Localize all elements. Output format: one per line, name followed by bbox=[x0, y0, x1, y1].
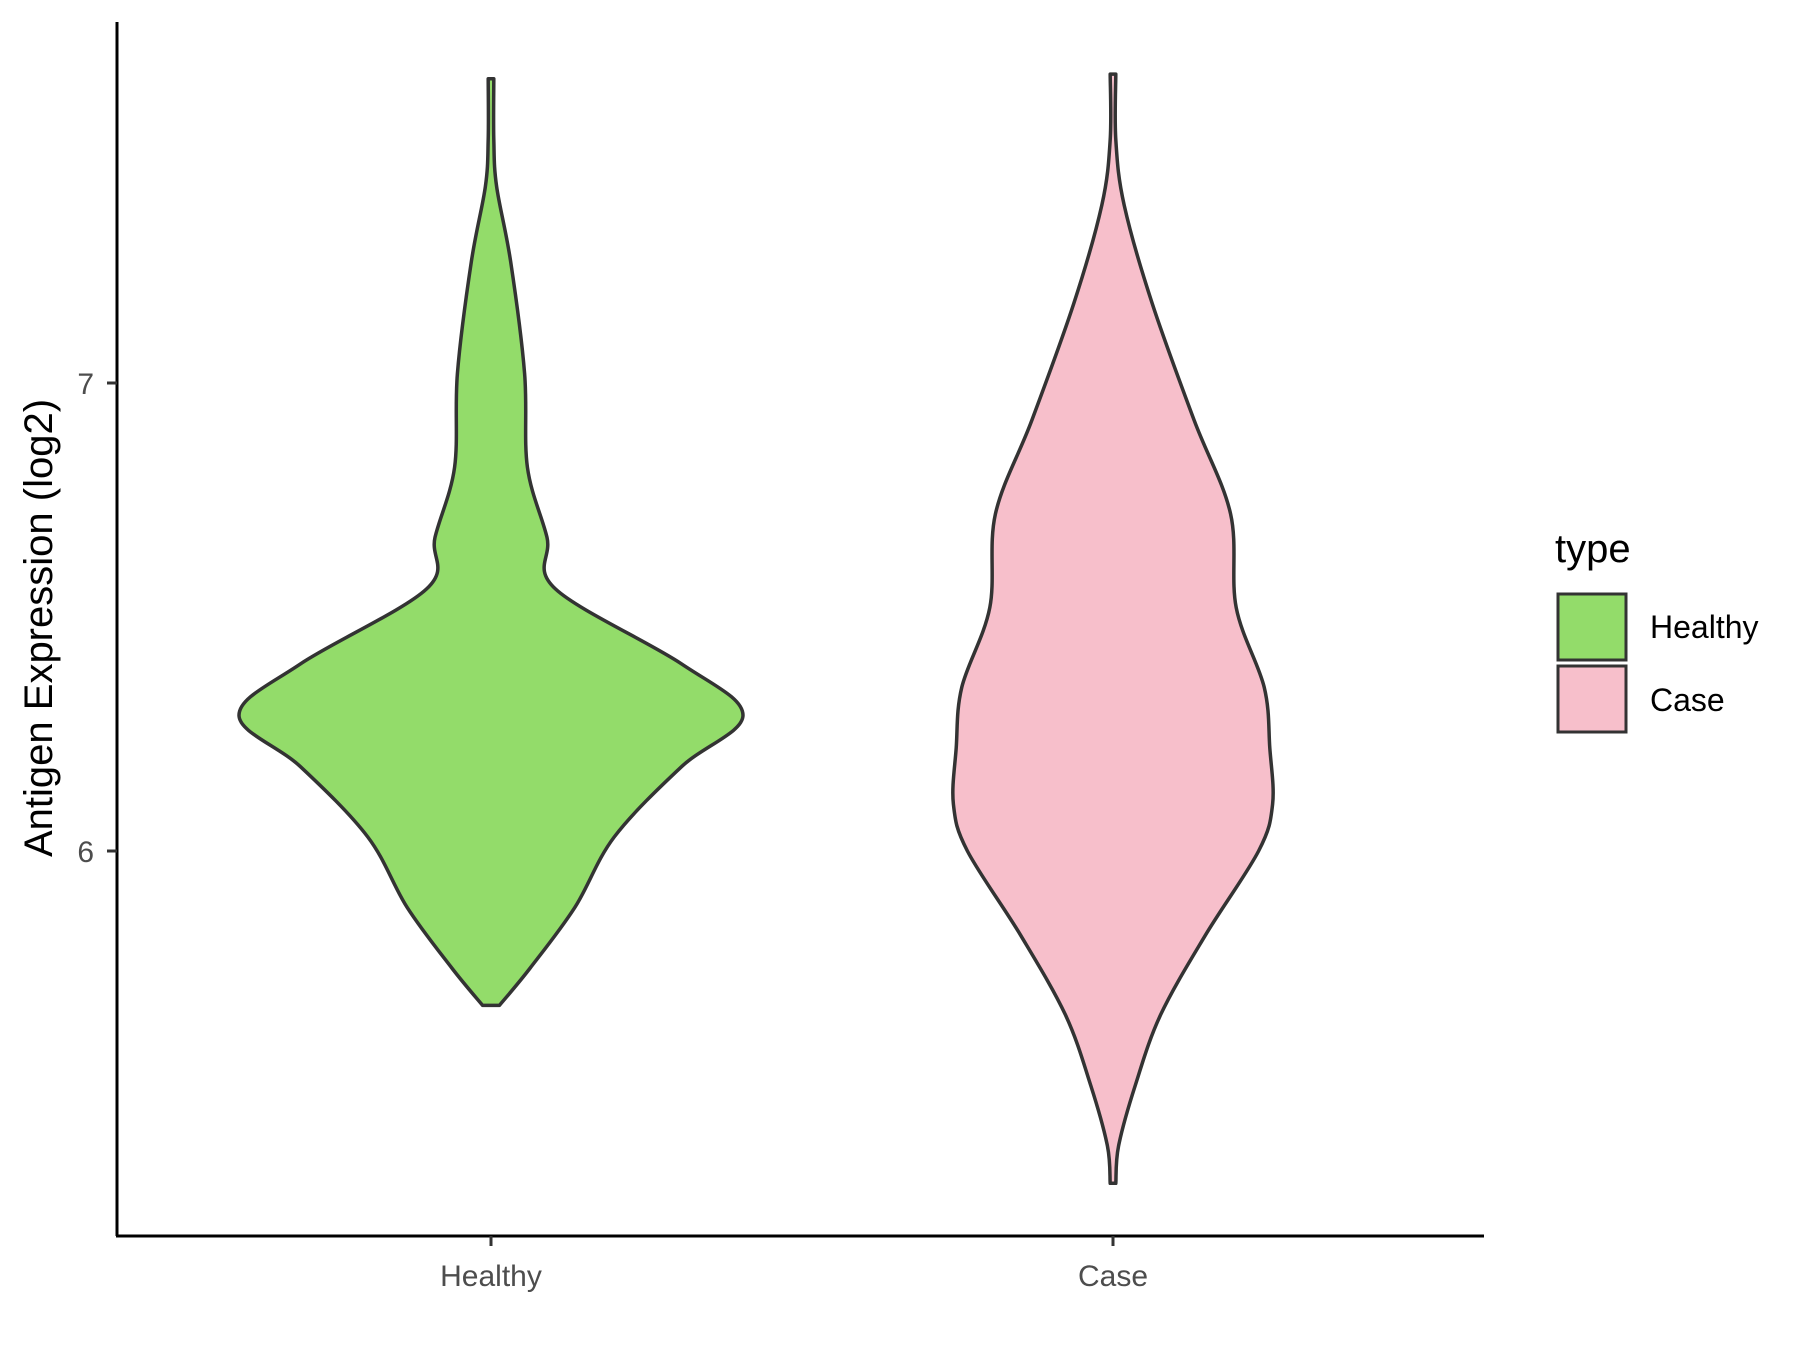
violin-healthy bbox=[237, 77, 745, 1008]
x-tick-label-case: Case bbox=[1078, 1260, 1148, 1293]
legend-title: type bbox=[1555, 527, 1631, 571]
y-axis-title: Antigen Expression (log2) bbox=[17, 399, 61, 857]
y-ticks: 67 bbox=[77, 368, 117, 869]
legend-key-case bbox=[1556, 664, 1628, 734]
x-tick-label-healthy: Healthy bbox=[440, 1260, 542, 1293]
y-tick-label: 7 bbox=[77, 368, 94, 401]
legend-label-case: Case bbox=[1650, 682, 1725, 718]
legend-key-healthy bbox=[1556, 592, 1628, 662]
violin-layer bbox=[237, 72, 1275, 1186]
y-tick-label: 6 bbox=[77, 836, 94, 869]
legend: type Healthy Case bbox=[1555, 527, 1759, 734]
legend-label-healthy: Healthy bbox=[1650, 609, 1759, 645]
violin-case bbox=[951, 72, 1275, 1186]
x-ticks: Healthy Case bbox=[440, 1236, 1148, 1293]
